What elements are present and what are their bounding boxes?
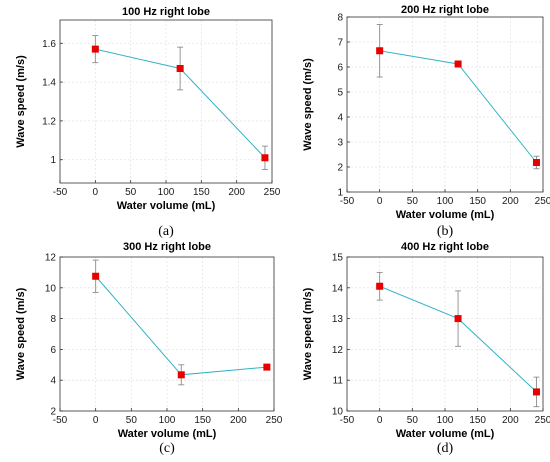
chart-1-xlabel: Water volume (mL)	[117, 200, 216, 212]
chart-3-ytick-label-3: 8	[50, 314, 56, 325]
chart-1-ytick-label-1: 1.2	[42, 116, 56, 127]
chart-2-ytick-label-0: 1	[337, 188, 343, 199]
chart-2-xtick-label-5: 200	[502, 196, 519, 207]
chart-2-title: 200 Hz right lobe	[401, 4, 489, 16]
chart-4-xtick-label-1: 0	[377, 415, 383, 426]
chart-4-ylabel: Wave speed (m/s)	[302, 287, 314, 380]
chart-1-ytick-label-0: 1	[50, 155, 56, 166]
chart-2-ytick-label-4: 5	[337, 88, 343, 99]
chart-1-xtick-label-1: 0	[93, 187, 99, 198]
chart-2-ytick-label-3: 4	[337, 113, 343, 124]
chart-3-xtick-label-0: -50	[53, 415, 68, 426]
chart-3-xtick-label-6: 250	[266, 415, 283, 426]
chart-4-ytick-label-4: 14	[332, 283, 344, 294]
chart-2-panel-label: (b)	[437, 224, 454, 239]
chart-1-panel-label: (a)	[158, 224, 174, 239]
chart-1: -50 0 50 100 150 200 250 1 1.2 1.4 1.6 100 Hz right…	[15, 6, 281, 239]
chart-2-xtick-label-3: 100	[437, 196, 454, 207]
chart-1-xtick-label-2: 50	[125, 187, 137, 198]
chart-2-ytick-label-5: 6	[337, 63, 343, 74]
chart-3-point-1	[177, 371, 185, 379]
chart-3-ytick-label-5: 12	[45, 253, 57, 264]
chart-4-ytick-label-3: 13	[332, 314, 344, 325]
chart-2-xtick-label-4: 150	[469, 196, 486, 207]
chart-4-point-1	[454, 315, 462, 323]
chart-2-point-2	[532, 159, 540, 166]
chart-3-title: 300 Hz right lobe	[123, 241, 211, 253]
chart-4: -50 0 50 100 150 200 250 10 11 12 13 14 15 400 Hz rig…	[302, 241, 550, 456]
chart-4-xtick-label-2: 50	[407, 415, 419, 426]
chart-2-xtick-label-1: 0	[377, 196, 383, 207]
chart-4-ytick-label-5: 15	[332, 253, 344, 264]
chart-3-xlabel: Water volume (mL)	[118, 428, 217, 440]
chart-4-point-2	[532, 388, 540, 396]
chart-4-ytick-label-1: 11	[333, 376, 344, 387]
chart-2-ylabel: Wave speed (m/s)	[302, 58, 314, 151]
chart-3-ytick-label-1: 4	[50, 376, 56, 387]
chart-4-xtick-label-4: 150	[469, 415, 486, 426]
chart-3-ylabel: Wave speed (m/s)	[15, 287, 27, 380]
chart-4-xtick-label-3: 100	[437, 415, 454, 426]
chart-2-point-0	[376, 47, 384, 55]
chart-2-point-1	[454, 60, 462, 68]
chart-2-ytick-label-2: 3	[337, 138, 343, 149]
chart-3-ytick-label-2: 6	[50, 345, 56, 356]
chart-3-ytick-label-0: 2	[50, 407, 56, 418]
chart-3-xtick-label-2: 50	[126, 415, 138, 426]
chart-4-point-0	[376, 282, 384, 290]
chart-1-point-1	[176, 65, 184, 73]
chart-3-panel-label: (c)	[159, 441, 175, 456]
chart-2-xtick-label-2: 50	[407, 196, 419, 207]
chart-2-xlabel: Water volume (mL)	[396, 209, 495, 221]
chart-2-ytick-label-6: 7	[337, 38, 343, 49]
chart-4-title: 400 Hz right lobe	[401, 241, 489, 253]
chart-2-xtick-label-6: 250	[535, 196, 550, 207]
chart-1-title: 100 Hz right lobe	[122, 6, 210, 18]
chart-4-xtick-label-6: 250	[535, 415, 550, 426]
chart-3-point-2	[263, 363, 271, 371]
chart-3-xtick-label-3: 100	[159, 415, 176, 426]
chart-2-ytick-label-1: 2	[337, 163, 343, 174]
chart-1-ylabel: Wave speed (m/s)	[15, 55, 27, 148]
chart-3-xtick-label-4: 150	[194, 415, 211, 426]
chart-1-xtick-label-5: 200	[228, 187, 245, 198]
chart-1-xtick-label-0: -50	[53, 187, 68, 198]
chart-1-point-0	[91, 45, 99, 53]
chart-2-ytick-label-7: 8	[337, 13, 343, 24]
chart-1-xtick-label-3: 100	[158, 187, 175, 198]
chart-1-ytick-label-3: 1.6	[42, 39, 56, 50]
chart-3: -50 0 50 100 150 200 250 2 4 6 8 10 12 300 Hz right l…	[15, 241, 283, 456]
chart-3-xtick-label-1: 0	[93, 415, 99, 426]
chart-3-point-0	[92, 272, 100, 280]
chart-1-point-2	[261, 154, 269, 162]
chart-4-ytick-label-2: 12	[332, 345, 344, 356]
chart-3-xtick-label-5: 200	[230, 415, 247, 426]
chart-1-xtick-label-4: 150	[193, 187, 210, 198]
chart-4-panel-label: (d)	[437, 441, 454, 456]
chart-2-xtick-label-0: -50	[340, 196, 355, 207]
chart-4-xlabel: Water volume (mL)	[396, 428, 495, 440]
chart-1-ytick-label-2: 1.4	[42, 78, 56, 89]
chart-4-xtick-label-5: 200	[502, 415, 519, 426]
chart-2: -50 0 50 100 150 200 250 1 2 3 4 5 6 7 8 200 Hz right l…	[302, 4, 550, 239]
chart-4-ytick-label-0: 10	[332, 407, 344, 418]
chart-3-ytick-label-4: 10	[45, 283, 57, 294]
chart-4-xtick-label-0: -50	[340, 415, 355, 426]
chart-1-xtick-label-6: 250	[264, 187, 281, 198]
